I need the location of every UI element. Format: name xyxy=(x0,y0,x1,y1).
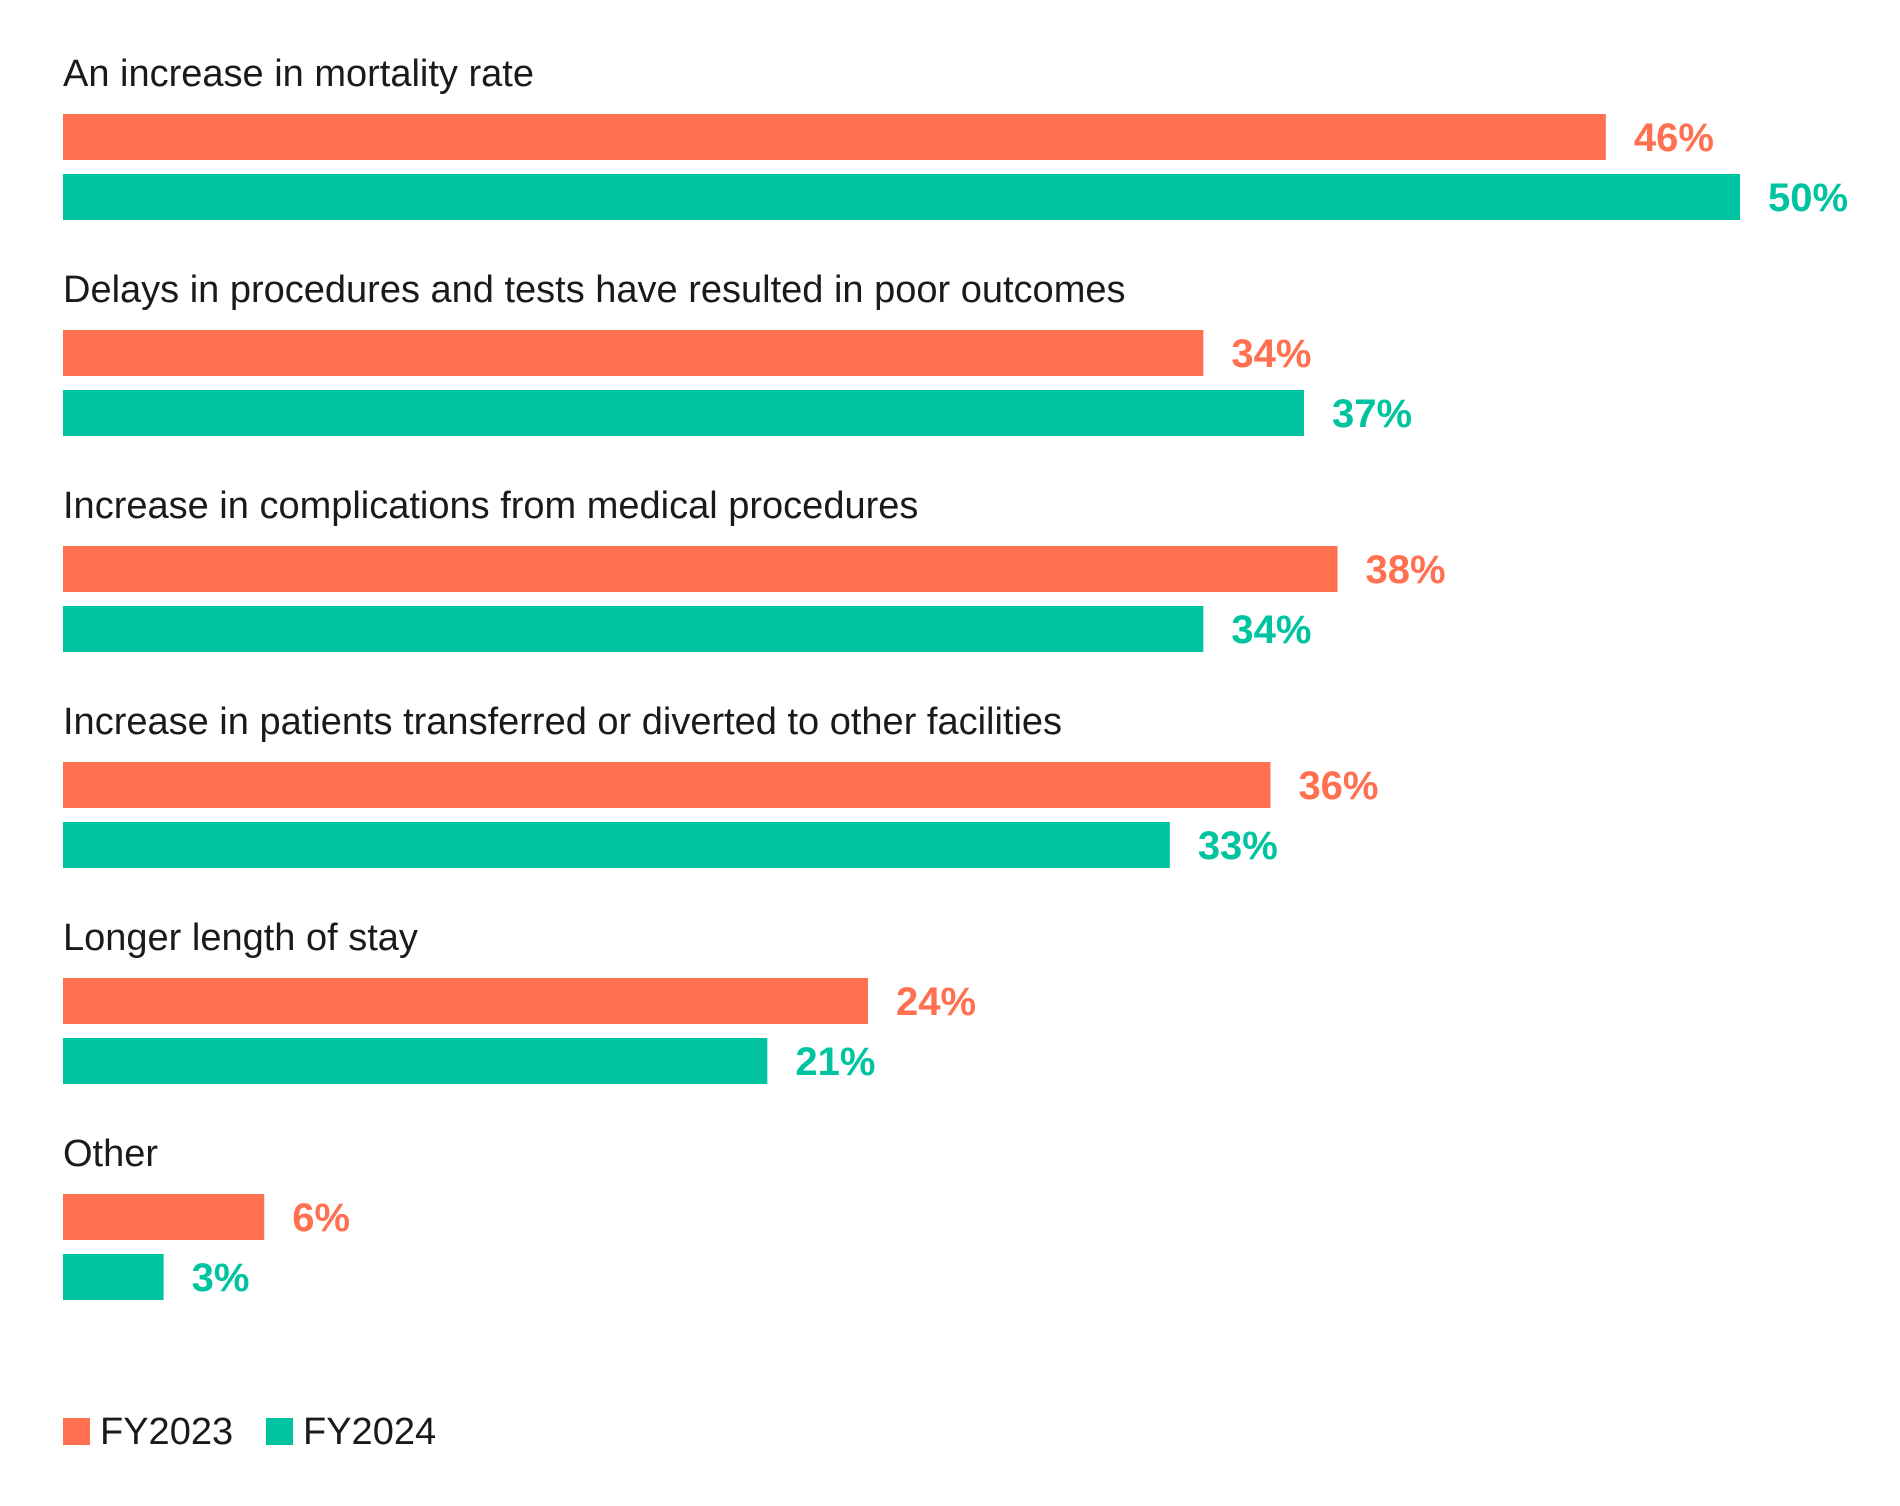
data-label-fy2024: 50% xyxy=(1768,176,1848,220)
data-label-fy2024: 37% xyxy=(1332,392,1412,436)
category-group: Other 6% 3% xyxy=(63,1133,350,1300)
data-label-fy2023: 24% xyxy=(896,980,976,1024)
bar-fy2024 xyxy=(63,822,1170,868)
bar-fy2023 xyxy=(63,546,1338,592)
category-group: Delays in procedures and tests have resu… xyxy=(63,269,1412,436)
bar-fy2024 xyxy=(63,1038,768,1084)
data-label-fy2023: 36% xyxy=(1298,764,1378,808)
data-label-fy2024: 3% xyxy=(192,1256,250,1300)
bar-fy2024 xyxy=(63,606,1204,652)
category-group: Increase in complications from medical p… xyxy=(63,485,1446,652)
bar-fy2023 xyxy=(63,1194,265,1240)
category-label: Increase in complications from medical p… xyxy=(63,485,918,527)
bar-fy2023 xyxy=(63,330,1204,376)
bar-fy2024 xyxy=(63,1254,164,1300)
data-label-fy2024: 21% xyxy=(795,1040,875,1084)
category-group: Increase in patients transferred or dive… xyxy=(63,701,1379,868)
legend-label-fy2024: FY2024 xyxy=(303,1411,436,1453)
category-label: Longer length of stay xyxy=(63,917,418,959)
bar-fy2023 xyxy=(63,762,1271,808)
category-group: Longer length of stay 24% 21% xyxy=(63,917,976,1084)
data-label-fy2023: 6% xyxy=(292,1196,350,1240)
category-group: An increase in mortality rate 46% 50% xyxy=(63,53,1848,220)
legend-swatch-fy2023 xyxy=(63,1418,90,1445)
legend: FY2023 FY2024 xyxy=(63,1411,436,1453)
bar-fy2023 xyxy=(63,114,1606,160)
bar-fy2024 xyxy=(63,390,1304,436)
category-label: Other xyxy=(63,1133,158,1175)
category-label: Delays in procedures and tests have resu… xyxy=(63,269,1125,311)
data-label-fy2023: 34% xyxy=(1231,332,1311,376)
bar-groups: An increase in mortality rate 46% 50% Delay… xyxy=(63,53,1848,1300)
bar-fy2024 xyxy=(63,174,1740,220)
legend-swatch-fy2024 xyxy=(266,1418,293,1445)
data-label-fy2023: 38% xyxy=(1366,548,1446,592)
category-label: Increase in patients transferred or dive… xyxy=(63,701,1062,743)
data-label-fy2024: 33% xyxy=(1198,824,1278,868)
data-label-fy2023: 46% xyxy=(1634,116,1714,160)
legend-label-fy2023: FY2023 xyxy=(100,1411,233,1453)
data-label-fy2024: 34% xyxy=(1231,608,1311,652)
category-label: An increase in mortality rate xyxy=(63,53,534,95)
bar-fy2023 xyxy=(63,978,868,1024)
